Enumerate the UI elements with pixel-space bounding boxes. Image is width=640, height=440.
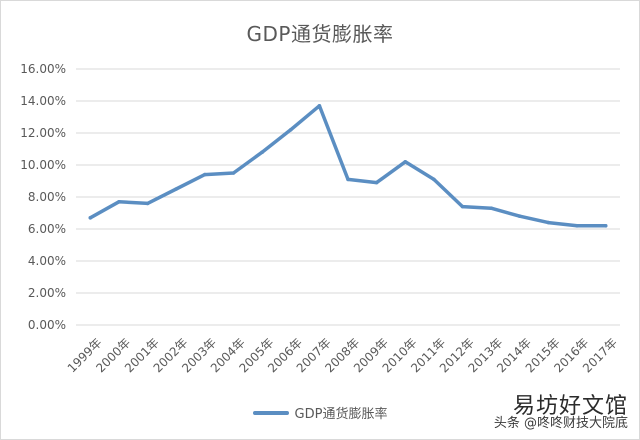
data-point xyxy=(145,201,150,206)
y-tick-label: 6.00% xyxy=(28,222,66,236)
data-point xyxy=(346,177,350,182)
data-point xyxy=(374,180,379,185)
y-tick-label: 14.00% xyxy=(20,94,66,108)
y-tick-label: 16.00% xyxy=(20,62,66,76)
series-line xyxy=(88,104,608,228)
chart-title: GDP通货膨胀率 xyxy=(246,22,394,46)
y-tick-label: 0.00% xyxy=(28,318,66,332)
data-point xyxy=(260,150,264,154)
legend: GDP通货膨胀率 xyxy=(0,403,640,422)
data-point xyxy=(88,216,93,220)
data-point xyxy=(174,187,179,191)
data-point xyxy=(117,200,121,204)
y-tick-label: 4.00% xyxy=(28,254,66,268)
data-point xyxy=(317,104,322,108)
data-point xyxy=(603,224,608,228)
x-axis-ticks: 1999年2000年2001年2002年2003年2004年2005年2006年… xyxy=(65,335,620,375)
data-point xyxy=(288,128,293,132)
data-point xyxy=(231,171,236,175)
y-tick-label: 12.00% xyxy=(20,126,66,140)
data-point xyxy=(403,160,408,164)
data-point xyxy=(575,224,579,228)
y-axis-ticks: 0.00% 2.00% 4.00% 6.00% 8.00% 10.00% 12.00% 14.… xyxy=(20,62,66,332)
y-tick-label: 2.00% xyxy=(28,286,66,300)
legend-swatch xyxy=(252,410,289,415)
gridlines xyxy=(76,68,620,326)
data-point xyxy=(489,206,493,210)
data-point xyxy=(432,177,436,182)
y-tick-label: 8.00% xyxy=(28,190,66,204)
series-layer xyxy=(88,104,608,228)
data-point xyxy=(546,220,551,225)
legend-label: GDP通货膨胀率 xyxy=(294,407,388,422)
data-point xyxy=(460,204,465,209)
data-point xyxy=(203,172,207,177)
data-point xyxy=(517,214,522,218)
y-tick-label: 10.00% xyxy=(20,158,66,172)
